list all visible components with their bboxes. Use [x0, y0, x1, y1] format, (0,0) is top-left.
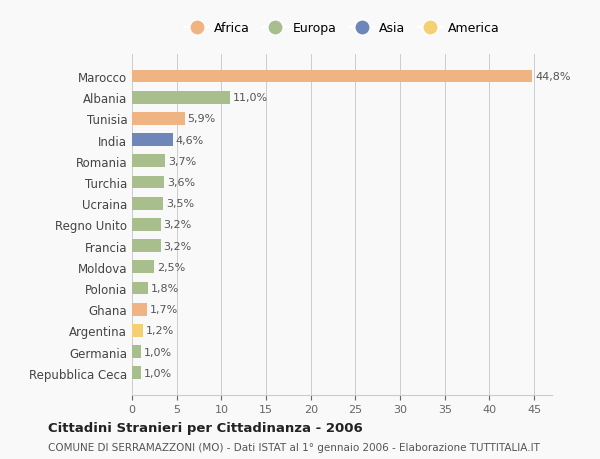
Legend: Africa, Europa, Asia, America: Africa, Europa, Asia, America	[179, 17, 505, 40]
Text: 3,7%: 3,7%	[168, 157, 196, 167]
Text: Cittadini Stranieri per Cittadinanza - 2006: Cittadini Stranieri per Cittadinanza - 2…	[48, 421, 363, 435]
Text: 1,2%: 1,2%	[145, 326, 173, 336]
Text: 3,5%: 3,5%	[166, 199, 194, 209]
Bar	[132, 134, 173, 147]
Text: 2,5%: 2,5%	[157, 262, 185, 272]
Bar	[132, 218, 161, 231]
Text: 1,0%: 1,0%	[143, 368, 172, 378]
Bar	[132, 155, 165, 168]
Bar	[132, 92, 230, 104]
Text: 3,6%: 3,6%	[167, 178, 195, 188]
Bar	[132, 346, 141, 358]
Text: 1,8%: 1,8%	[151, 283, 179, 293]
Bar	[132, 71, 532, 83]
Text: 1,7%: 1,7%	[150, 304, 178, 314]
Bar	[132, 325, 143, 337]
Text: 1,0%: 1,0%	[143, 347, 172, 357]
Text: 44,8%: 44,8%	[535, 72, 571, 82]
Bar	[132, 240, 161, 252]
Bar	[132, 303, 147, 316]
Bar	[132, 113, 185, 125]
Text: 5,9%: 5,9%	[187, 114, 215, 124]
Text: 11,0%: 11,0%	[233, 93, 268, 103]
Bar	[132, 261, 154, 274]
Text: 4,6%: 4,6%	[176, 135, 204, 146]
Bar	[132, 176, 164, 189]
Text: COMUNE DI SERRAMAZZONI (MO) - Dati ISTAT al 1° gennaio 2006 - Elaborazione TUTTI: COMUNE DI SERRAMAZZONI (MO) - Dati ISTAT…	[48, 442, 540, 452]
Bar	[132, 367, 141, 379]
Text: 3,2%: 3,2%	[163, 241, 191, 251]
Bar	[132, 282, 148, 295]
Text: 3,2%: 3,2%	[163, 220, 191, 230]
Bar	[132, 197, 163, 210]
